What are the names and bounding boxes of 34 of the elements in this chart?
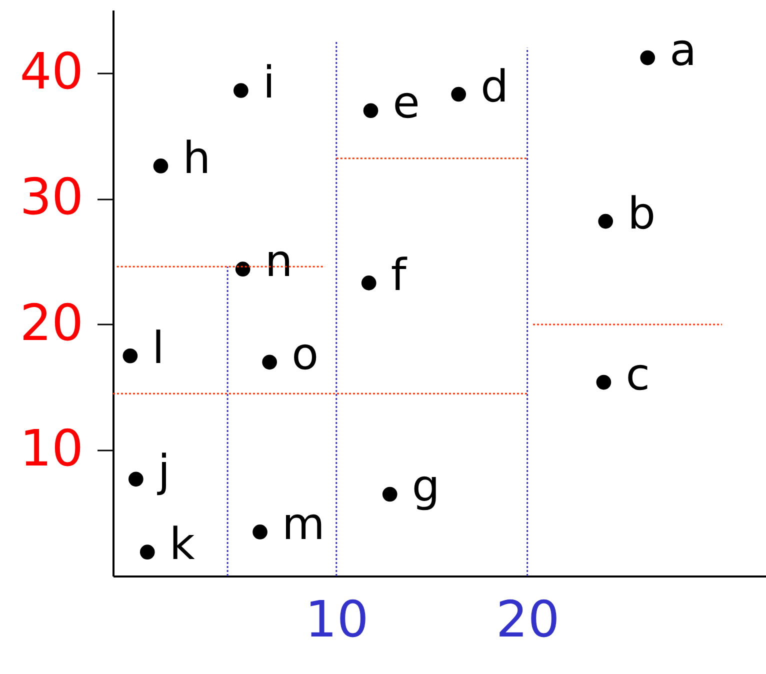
data-label: a (670, 24, 697, 76)
y-tick-label: 30 (20, 168, 84, 226)
data-label: n (264, 236, 293, 288)
data-label: m (282, 498, 325, 550)
data-label: o (292, 329, 318, 380)
data-label: j (156, 446, 170, 498)
point (128, 472, 144, 487)
y-tick-label: 40 (20, 42, 84, 100)
point (252, 524, 268, 540)
data-label: g (412, 461, 440, 512)
data-label: k (169, 519, 196, 570)
data-label: h (182, 132, 211, 184)
point (640, 50, 656, 66)
y-tick-label: 10 (20, 420, 84, 478)
data-label: c (626, 349, 650, 400)
point (140, 544, 155, 560)
point (234, 83, 248, 98)
data-label: i (262, 58, 276, 108)
data-label: e (392, 78, 420, 129)
data-label: l (152, 322, 164, 374)
y-tick-label: 20 (20, 294, 84, 352)
data-label: f (390, 250, 408, 301)
point (361, 276, 376, 290)
point (153, 158, 168, 174)
point (596, 374, 612, 390)
point (382, 486, 398, 502)
data-label: d (480, 61, 509, 112)
point (451, 86, 466, 102)
point (262, 354, 277, 370)
point (363, 103, 378, 118)
point (598, 214, 614, 229)
point (122, 348, 138, 364)
data-label: b (628, 188, 656, 240)
point (235, 262, 250, 277)
